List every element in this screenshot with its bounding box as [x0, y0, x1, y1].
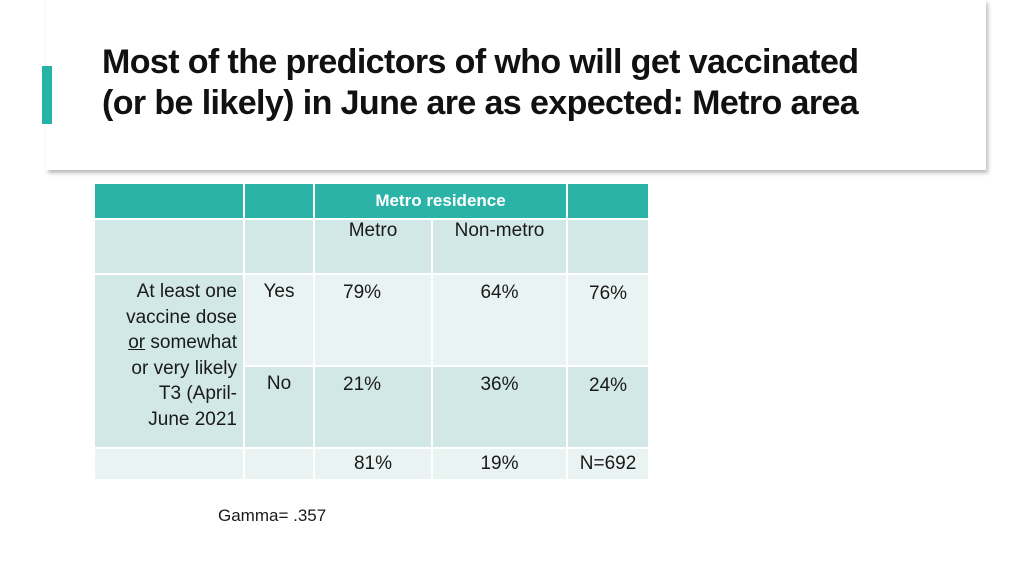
table-cell	[93, 447, 245, 481]
cell-no-nonmetro: 36%	[430, 365, 569, 449]
row-label-line: or	[128, 332, 146, 353]
row-no-label: No	[243, 365, 315, 449]
title-panel	[46, 0, 986, 170]
table-cell	[243, 182, 315, 220]
table-cell	[243, 447, 315, 481]
table-row-no: No 21% 36% 24%	[94, 365, 651, 449]
cell-yes-nonmetro: 64%	[430, 273, 569, 367]
row-yes-label: Yes	[243, 273, 315, 367]
metro-residence-header: Metro residence	[312, 182, 569, 220]
table-cell	[566, 182, 651, 220]
cell-yes-total: 76%	[566, 273, 651, 367]
column-header-nonmetro: Non-metro	[430, 218, 569, 275]
row-label-line: or very likely	[131, 357, 237, 379]
row-label-line: June 2021	[148, 408, 237, 430]
crosstab-table: Metro residence Metro Non-metro At least…	[93, 182, 651, 481]
column-label-row: Metro Non-metro	[93, 218, 651, 275]
cell-no-total: 24%	[566, 365, 651, 449]
table-cell	[566, 218, 651, 275]
total-metro: 81%	[313, 447, 433, 481]
table-header-row: Metro residence	[93, 182, 651, 220]
slide-title: Most of the predictors of who will get v…	[102, 43, 859, 122]
table-cell	[93, 182, 245, 220]
table-cell	[243, 218, 315, 275]
column-header-metro: Metro	[313, 218, 433, 275]
row-label-line: At least one	[136, 281, 237, 302]
row-label-line: T3 (April-	[158, 383, 237, 404]
gamma-footnote: Gamma= .357	[218, 506, 327, 525]
cell-yes-metro: 79%	[313, 273, 433, 367]
row-label-line: somewhat	[150, 332, 237, 353]
row-label: At least one vaccine dose or somewhat or ve…	[93, 273, 245, 449]
cell-no-metro: 21%	[313, 365, 433, 449]
table-cell	[93, 218, 245, 275]
row-label-line: vaccine dose	[126, 306, 237, 328]
table-row-yes: At least one vaccine dose or somewhat or ve…	[93, 273, 651, 449]
accent-bar	[42, 66, 52, 124]
total-nonmetro: 19%	[430, 447, 569, 481]
total-n: N=692	[566, 447, 651, 481]
table-row-totals: 81% 19% N=692	[93, 447, 651, 481]
